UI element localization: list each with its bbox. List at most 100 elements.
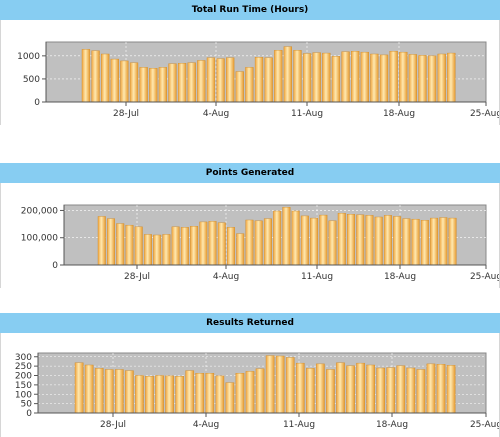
y-tick-label: 100,000 bbox=[21, 234, 58, 244]
y-tick-label: 500 bbox=[23, 75, 40, 85]
bar bbox=[205, 373, 215, 414]
bar bbox=[291, 210, 300, 266]
bar bbox=[195, 373, 205, 414]
bar bbox=[360, 51, 369, 103]
bar bbox=[197, 60, 206, 103]
bar bbox=[143, 234, 152, 266]
bar bbox=[420, 220, 429, 266]
bar bbox=[356, 362, 365, 414]
bar bbox=[351, 51, 360, 103]
bar bbox=[447, 52, 456, 103]
x-tick-label: 11-Aug bbox=[291, 109, 323, 119]
bar bbox=[282, 206, 291, 266]
bar bbox=[402, 218, 411, 266]
bar bbox=[187, 62, 196, 103]
y-tick-label: 0 bbox=[26, 409, 32, 419]
bar bbox=[245, 371, 255, 414]
y-tick-label: 0 bbox=[52, 261, 58, 271]
bar bbox=[408, 54, 418, 103]
bar bbox=[134, 226, 143, 266]
bar bbox=[185, 370, 195, 414]
bar bbox=[97, 216, 106, 266]
bar bbox=[158, 67, 167, 103]
x-tick-label: 11-Aug bbox=[283, 420, 315, 430]
bar bbox=[116, 223, 125, 266]
bar bbox=[168, 63, 177, 103]
bar bbox=[328, 220, 337, 266]
bar bbox=[283, 46, 293, 103]
x-tick-label: 25-Aug bbox=[470, 109, 499, 119]
chart-panel-run-time: Total Run Time (Hours) 0 500 1000 28-Jul 4-A… bbox=[0, 0, 500, 125]
bar bbox=[275, 355, 285, 414]
bar bbox=[337, 212, 346, 266]
bar bbox=[322, 52, 331, 103]
y-tick-label: 200,000 bbox=[21, 206, 58, 216]
x-tick-label: 28-Jul bbox=[100, 420, 126, 430]
bar bbox=[216, 58, 225, 103]
x-tick-label: 18-Aug bbox=[383, 109, 415, 119]
x-tick-label: 25-Aug bbox=[470, 420, 499, 430]
bar bbox=[94, 368, 104, 414]
bar bbox=[399, 51, 408, 103]
bar bbox=[448, 217, 457, 266]
bar bbox=[406, 367, 416, 414]
chart-panel-points-generated: Points Generated 0 100,000 200,000 28-Jul 4-… bbox=[0, 163, 500, 288]
bar bbox=[255, 368, 265, 414]
x-tick-label: 18-Aug bbox=[376, 420, 408, 430]
bar bbox=[427, 55, 437, 103]
bar bbox=[135, 375, 144, 414]
bar bbox=[153, 234, 162, 266]
chart-body: 0 500 1000 28-Jul 4-Aug 11-Aug 18-Aug 25-Aug bbox=[0, 20, 500, 125]
x-tick-label: 4-Aug bbox=[193, 420, 219, 430]
bar bbox=[254, 220, 263, 266]
bar bbox=[302, 53, 312, 103]
points-generated-chart: 0 100,000 200,000 28-Jul 4-Aug 11-Aug 18-Aug 25… bbox=[21, 204, 499, 282]
y-tick-label: 0 bbox=[34, 98, 40, 108]
y-tick-label: 300 bbox=[15, 353, 32, 363]
chart-body: 0 100,000 200,000 28-Jul 4-Aug 11-Aug 18-Aug 25… bbox=[0, 183, 500, 288]
bar bbox=[254, 57, 264, 103]
bar bbox=[165, 375, 174, 414]
bar bbox=[293, 50, 302, 103]
bar bbox=[430, 217, 439, 266]
bar bbox=[316, 363, 325, 414]
bar bbox=[171, 226, 180, 266]
bar bbox=[370, 53, 379, 103]
bar bbox=[91, 50, 100, 103]
bar bbox=[215, 375, 225, 414]
bar bbox=[295, 362, 305, 414]
bar bbox=[366, 364, 375, 414]
bar bbox=[446, 365, 456, 414]
bar bbox=[285, 357, 295, 414]
bar bbox=[389, 51, 398, 103]
bar bbox=[225, 382, 235, 414]
x-tick-label: 4-Aug bbox=[213, 272, 239, 282]
bar bbox=[101, 53, 110, 103]
bar bbox=[411, 218, 420, 266]
bar bbox=[177, 63, 187, 103]
bar bbox=[235, 71, 244, 103]
bar bbox=[226, 57, 235, 103]
bar bbox=[149, 68, 158, 103]
bar bbox=[383, 215, 392, 266]
bar bbox=[396, 365, 406, 414]
bar bbox=[235, 373, 245, 414]
bar bbox=[326, 369, 335, 414]
bar bbox=[175, 376, 184, 414]
bar bbox=[346, 365, 355, 414]
bar bbox=[365, 215, 374, 266]
bar bbox=[129, 62, 139, 103]
bar bbox=[208, 221, 217, 266]
bar bbox=[180, 227, 189, 266]
x-tick-label: 28-Jul bbox=[113, 109, 139, 119]
bar bbox=[347, 214, 356, 266]
bar bbox=[310, 217, 319, 266]
bar bbox=[418, 55, 427, 103]
bar bbox=[274, 50, 283, 103]
y-tick-label: 150 bbox=[15, 381, 32, 391]
bar bbox=[426, 363, 436, 414]
bar bbox=[263, 218, 272, 266]
bar bbox=[74, 362, 84, 414]
bar bbox=[190, 226, 199, 266]
